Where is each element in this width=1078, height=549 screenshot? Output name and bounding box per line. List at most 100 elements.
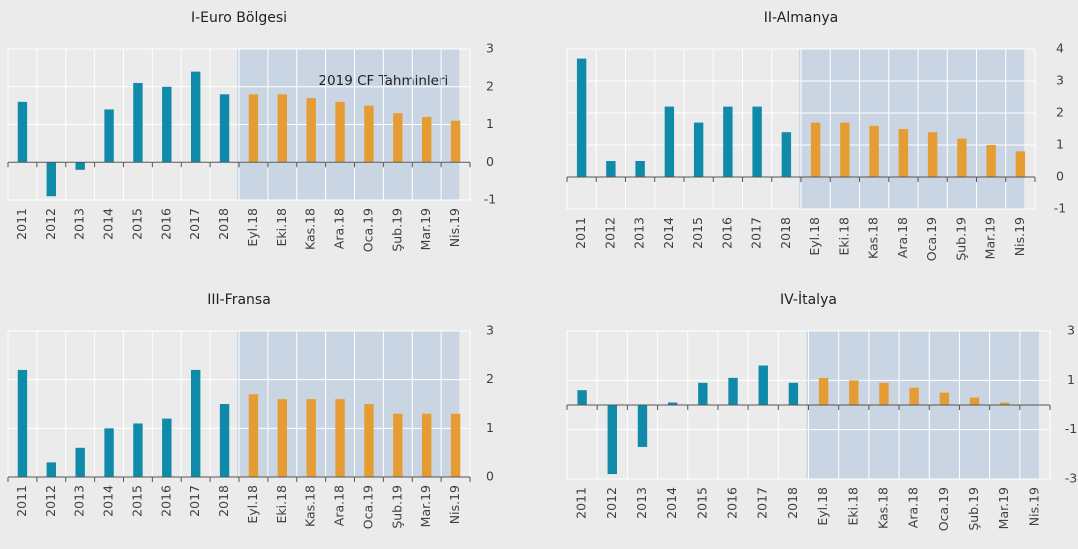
x-tick-label: Oca.19 xyxy=(936,487,951,531)
x-tick-label: 2015 xyxy=(129,485,144,517)
bar xyxy=(869,125,879,177)
x-tick-label: Eyl.18 xyxy=(245,485,260,524)
x-tick-label: 2012 xyxy=(43,208,58,240)
x-tick-label: Ara.18 xyxy=(332,485,347,526)
x-tick-label: 2014 xyxy=(101,485,116,517)
x-tick-label: 2011 xyxy=(14,485,29,517)
x-tick-label: 2017 xyxy=(187,208,202,240)
bar xyxy=(364,404,374,477)
x-tick-label: 2015 xyxy=(694,487,709,519)
bar xyxy=(104,109,114,163)
bar xyxy=(758,365,768,405)
x-tick-label: Şub.19 xyxy=(389,208,404,252)
x-tick-label: 2012 xyxy=(43,485,58,517)
bar xyxy=(693,122,704,177)
y-tick-label: -1 xyxy=(1065,421,1077,436)
y-tick-label: 4 xyxy=(1056,41,1064,56)
forecast-shade xyxy=(799,49,1025,209)
bar xyxy=(939,392,950,405)
bar xyxy=(190,369,201,477)
bar xyxy=(248,394,259,477)
x-tick-label: 2011 xyxy=(574,487,589,519)
x-tick-label: Mar.19 xyxy=(996,487,1011,529)
x-tick-label: 2014 xyxy=(664,487,679,519)
bar xyxy=(698,382,708,405)
y-tick-label: -1 xyxy=(1054,201,1066,216)
bar xyxy=(306,399,316,477)
x-tick-label: 2011 xyxy=(573,217,588,249)
x-tick-label: 2014 xyxy=(661,217,676,249)
y-tick-label: 3 xyxy=(486,323,494,338)
x-tick-label: 2016 xyxy=(158,208,173,240)
bar xyxy=(248,94,259,163)
bar xyxy=(849,380,859,405)
bar xyxy=(335,101,345,163)
bar xyxy=(17,101,28,163)
bar xyxy=(219,94,230,163)
x-tick-label: Oca.19 xyxy=(360,208,375,252)
x-tick-label: Eyl.18 xyxy=(245,208,260,247)
x-tick-label: 2013 xyxy=(632,217,647,249)
x-tick-label: Ara.18 xyxy=(332,208,347,249)
bar xyxy=(75,162,85,170)
x-tick-label: 2018 xyxy=(216,485,231,517)
bar xyxy=(957,138,967,177)
bar xyxy=(450,120,461,163)
x-tick-label: Eki.18 xyxy=(274,485,289,524)
bar xyxy=(421,413,432,477)
bar xyxy=(577,390,587,405)
x-tick-label: Mar.19 xyxy=(418,485,433,527)
bar xyxy=(364,105,374,163)
bar xyxy=(335,399,345,477)
y-tick-label: 2 xyxy=(486,78,494,93)
x-tick-label: 2012 xyxy=(604,487,619,519)
y-tick-label: -3 xyxy=(1065,471,1077,486)
x-tick-label: Mar.19 xyxy=(418,208,433,250)
x-tick-label: Şub.19 xyxy=(953,217,968,261)
x-tick-label: 2016 xyxy=(725,487,740,519)
x-tick-label: Eyl.18 xyxy=(815,487,830,526)
x-tick-label: 2012 xyxy=(602,217,617,249)
bar xyxy=(637,405,648,447)
chart-title: I-Euro Bölgesi xyxy=(191,10,287,26)
bar xyxy=(46,162,57,197)
x-tick-label: Nis.19 xyxy=(1026,487,1041,526)
bar xyxy=(133,82,143,163)
bar xyxy=(840,122,850,177)
y-tick-label: 3 xyxy=(1067,323,1075,338)
bar xyxy=(667,402,678,405)
y-tick-label: 0 xyxy=(486,154,494,169)
x-tick-label: 2018 xyxy=(785,487,800,519)
bar xyxy=(986,145,996,177)
bar xyxy=(664,106,675,177)
y-tick-label: 0 xyxy=(486,469,494,484)
x-tick-label: Ara.18 xyxy=(906,487,921,528)
x-tick-label: Kas.18 xyxy=(875,487,890,529)
x-tick-label: Kas.18 xyxy=(866,217,881,259)
bar xyxy=(421,116,432,163)
x-tick-label: Nis.19 xyxy=(447,208,462,247)
x-tick-label: Mar.19 xyxy=(983,217,998,259)
x-tick-label: Şub.19 xyxy=(389,485,404,529)
x-tick-label: 2013 xyxy=(634,487,649,519)
x-tick-label: Kas.18 xyxy=(303,485,318,527)
x-tick-label: 2018 xyxy=(216,208,231,240)
x-tick-label: 2011 xyxy=(14,208,29,240)
x-tick-label: Kas.18 xyxy=(303,208,318,250)
y-tick-label: 1 xyxy=(486,420,494,435)
bar xyxy=(162,86,172,163)
bar xyxy=(277,399,288,477)
bar xyxy=(219,404,230,477)
x-tick-label: Eki.18 xyxy=(845,487,860,526)
x-tick-label: Eki.18 xyxy=(836,217,851,256)
bar xyxy=(927,132,938,177)
bar xyxy=(162,418,172,477)
bar xyxy=(133,423,143,477)
chart-title: IV-İtalya xyxy=(780,290,837,308)
bar xyxy=(898,129,909,177)
y-tick-label: 1 xyxy=(1056,137,1064,152)
bar xyxy=(781,132,792,177)
bar xyxy=(393,113,403,163)
bar xyxy=(306,98,316,163)
